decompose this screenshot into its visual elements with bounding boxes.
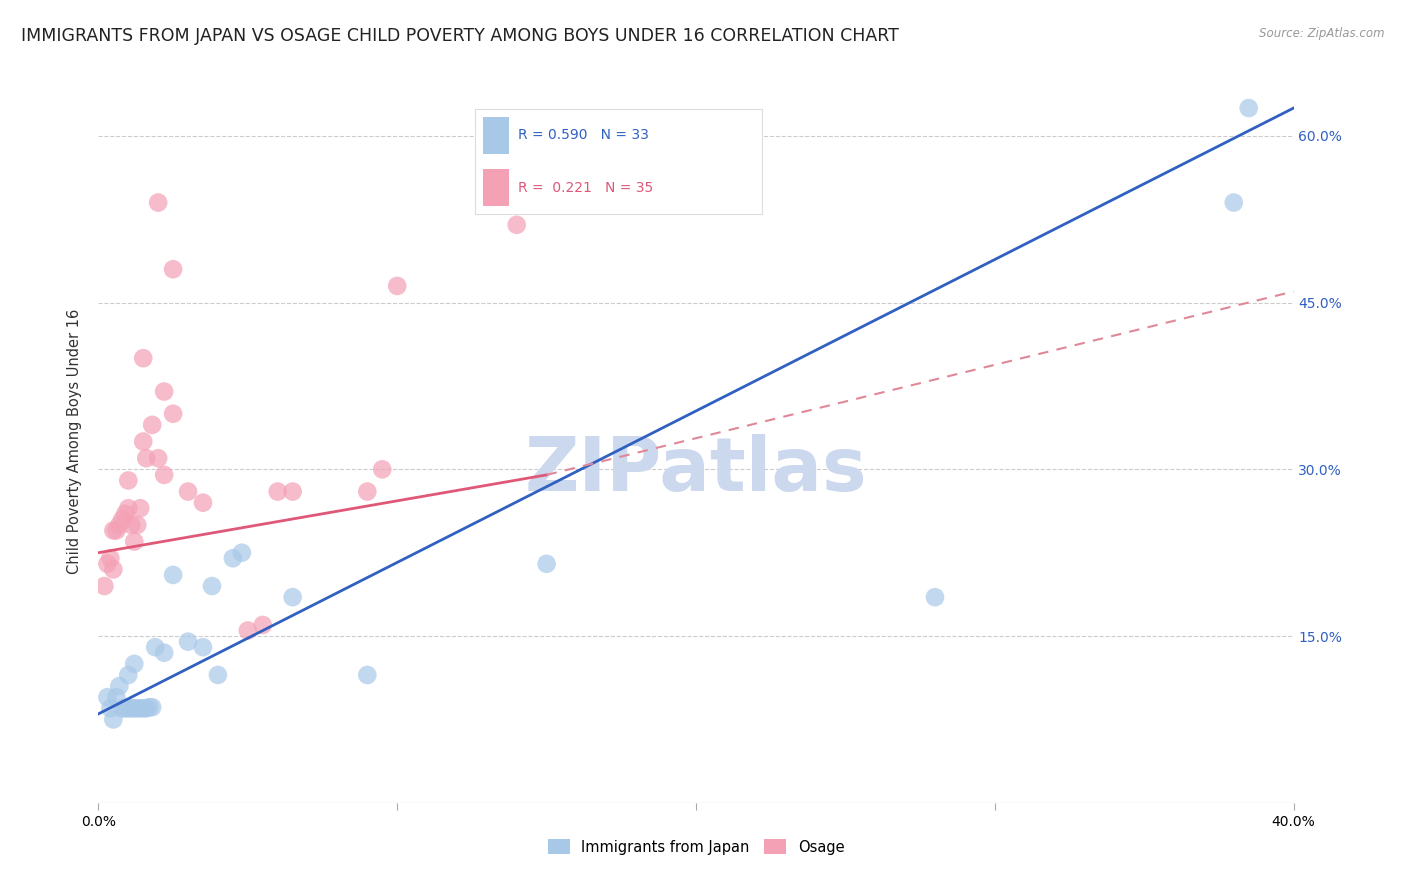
Point bbox=[135, 701, 157, 715]
Point bbox=[129, 501, 152, 516]
Point bbox=[103, 713, 125, 727]
Point bbox=[356, 668, 378, 682]
Point bbox=[371, 462, 394, 476]
Point bbox=[1223, 195, 1246, 210]
Point bbox=[231, 546, 253, 560]
Point bbox=[117, 474, 139, 488]
Point bbox=[120, 701, 142, 715]
Point bbox=[153, 384, 176, 399]
Point bbox=[135, 451, 157, 466]
Point bbox=[127, 517, 149, 532]
Point bbox=[141, 700, 163, 714]
Point bbox=[114, 507, 136, 521]
Point bbox=[117, 501, 139, 516]
Point bbox=[129, 701, 152, 715]
Point bbox=[124, 534, 146, 549]
Point bbox=[111, 512, 134, 526]
Legend: Immigrants from Japan, Osage: Immigrants from Japan, Osage bbox=[541, 833, 851, 861]
Point bbox=[153, 646, 176, 660]
Text: ZIPatlas: ZIPatlas bbox=[524, 434, 868, 507]
Point bbox=[98, 701, 122, 715]
Point bbox=[536, 557, 558, 571]
Point bbox=[127, 701, 149, 715]
Point bbox=[105, 690, 128, 705]
Point bbox=[506, 218, 529, 232]
Point bbox=[281, 484, 304, 499]
Point bbox=[96, 690, 118, 705]
Point bbox=[114, 701, 136, 715]
Point bbox=[98, 551, 122, 566]
Point bbox=[132, 701, 155, 715]
Text: Source: ZipAtlas.com: Source: ZipAtlas.com bbox=[1260, 27, 1385, 40]
Point bbox=[177, 484, 200, 499]
Point bbox=[201, 579, 224, 593]
Point bbox=[96, 557, 118, 571]
Point bbox=[143, 640, 166, 655]
Point bbox=[120, 517, 142, 532]
Point bbox=[162, 407, 184, 421]
Point bbox=[281, 590, 304, 604]
Point bbox=[356, 484, 378, 499]
Point bbox=[132, 434, 155, 449]
Point bbox=[111, 701, 134, 715]
Point bbox=[138, 700, 160, 714]
Point bbox=[162, 262, 184, 277]
Point bbox=[117, 668, 139, 682]
Point bbox=[124, 701, 146, 715]
Point bbox=[108, 679, 131, 693]
Point bbox=[103, 524, 125, 538]
Text: IMMIGRANTS FROM JAPAN VS OSAGE CHILD POVERTY AMONG BOYS UNDER 16 CORRELATION CHA: IMMIGRANTS FROM JAPAN VS OSAGE CHILD POV… bbox=[21, 27, 898, 45]
Point bbox=[207, 668, 229, 682]
Point bbox=[1237, 101, 1260, 115]
Point bbox=[177, 634, 200, 648]
Point bbox=[191, 640, 214, 655]
Point bbox=[141, 417, 163, 432]
Point bbox=[132, 351, 155, 366]
Point bbox=[103, 562, 125, 576]
Point bbox=[108, 517, 131, 532]
Y-axis label: Child Poverty Among Boys Under 16: Child Poverty Among Boys Under 16 bbox=[67, 309, 83, 574]
Point bbox=[153, 467, 176, 482]
Point bbox=[148, 451, 170, 466]
Point bbox=[252, 618, 274, 632]
Point bbox=[105, 524, 128, 538]
Point bbox=[222, 551, 245, 566]
Point bbox=[148, 195, 170, 210]
Point bbox=[93, 579, 115, 593]
Point bbox=[162, 568, 184, 582]
Point bbox=[191, 496, 214, 510]
Point bbox=[385, 279, 409, 293]
Point bbox=[236, 624, 259, 638]
Point bbox=[267, 484, 290, 499]
Point bbox=[124, 657, 146, 671]
Point bbox=[924, 590, 946, 604]
Point bbox=[117, 701, 139, 715]
